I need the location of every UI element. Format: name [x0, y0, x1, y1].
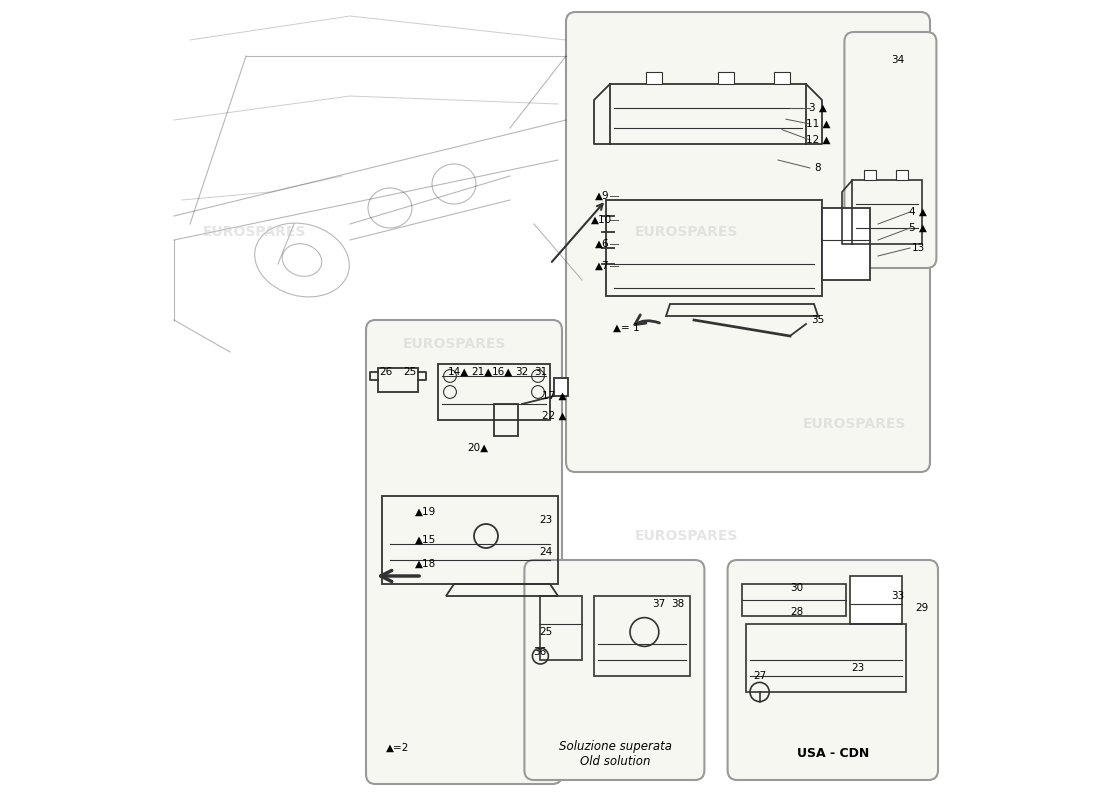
Text: 28: 28: [790, 607, 803, 617]
Bar: [554, 378, 569, 396]
Text: 37: 37: [652, 599, 666, 609]
Bar: [895, 170, 909, 180]
Text: 36: 36: [534, 647, 547, 657]
Text: ▲19: ▲19: [416, 507, 437, 517]
Text: ▲9: ▲9: [595, 191, 609, 201]
FancyBboxPatch shape: [566, 12, 930, 472]
Bar: [850, 576, 902, 624]
Text: 23: 23: [851, 663, 865, 673]
Bar: [864, 170, 877, 180]
Text: 21▲: 21▲: [472, 367, 493, 377]
Text: 38: 38: [671, 599, 684, 609]
Text: ▲= 1: ▲= 1: [613, 323, 639, 333]
Text: 12 ▲: 12 ▲: [805, 135, 830, 145]
Text: ▲10: ▲10: [592, 215, 613, 225]
Text: ▲6: ▲6: [595, 239, 609, 249]
Text: 24: 24: [539, 547, 552, 557]
Bar: [646, 72, 662, 84]
Text: 31: 31: [534, 367, 547, 377]
Text: 17 ▲: 17 ▲: [541, 391, 567, 401]
Text: 25: 25: [539, 627, 552, 637]
Text: ▲7: ▲7: [595, 261, 609, 270]
Text: 30: 30: [790, 583, 803, 593]
Text: EUROSPARES: EUROSPARES: [635, 529, 738, 543]
Text: 14▲: 14▲: [448, 367, 469, 377]
Text: 13: 13: [912, 243, 925, 253]
Text: 11 ▲: 11 ▲: [805, 119, 830, 129]
Text: EUROSPARES: EUROSPARES: [635, 225, 738, 239]
Text: 26: 26: [379, 367, 393, 377]
Text: 4 ▲: 4 ▲: [909, 207, 927, 217]
Text: 3 ▲: 3 ▲: [810, 103, 827, 113]
FancyBboxPatch shape: [727, 560, 938, 780]
Text: 8: 8: [815, 163, 822, 173]
Text: 22 ▲: 22 ▲: [541, 411, 567, 421]
Text: USA - CDN: USA - CDN: [798, 747, 869, 760]
Text: ▲15: ▲15: [416, 535, 437, 545]
Text: 16▲: 16▲: [492, 367, 513, 377]
Text: 23: 23: [539, 515, 552, 525]
FancyBboxPatch shape: [525, 560, 704, 780]
Text: EUROSPARES: EUROSPARES: [802, 417, 905, 431]
Text: EUROSPARES: EUROSPARES: [403, 337, 506, 351]
Bar: [774, 72, 790, 84]
Text: 25: 25: [404, 367, 417, 377]
Text: 5 ▲: 5 ▲: [909, 223, 927, 233]
Text: 29: 29: [915, 603, 928, 613]
Text: 33: 33: [891, 591, 904, 601]
FancyBboxPatch shape: [845, 32, 936, 268]
Text: 35: 35: [812, 315, 825, 325]
Text: ▲=2: ▲=2: [386, 743, 409, 753]
FancyBboxPatch shape: [366, 320, 562, 784]
Text: Soluzione superata
Old solution: Soluzione superata Old solution: [559, 739, 672, 768]
Text: 20▲: 20▲: [468, 443, 488, 453]
Text: 27: 27: [754, 671, 767, 681]
Bar: [822, 208, 870, 280]
Text: 32: 32: [516, 367, 529, 377]
Bar: [718, 72, 734, 84]
Text: EUROSPARES: EUROSPARES: [202, 225, 306, 239]
Text: ▲18: ▲18: [416, 559, 437, 569]
Text: 34: 34: [891, 55, 904, 65]
